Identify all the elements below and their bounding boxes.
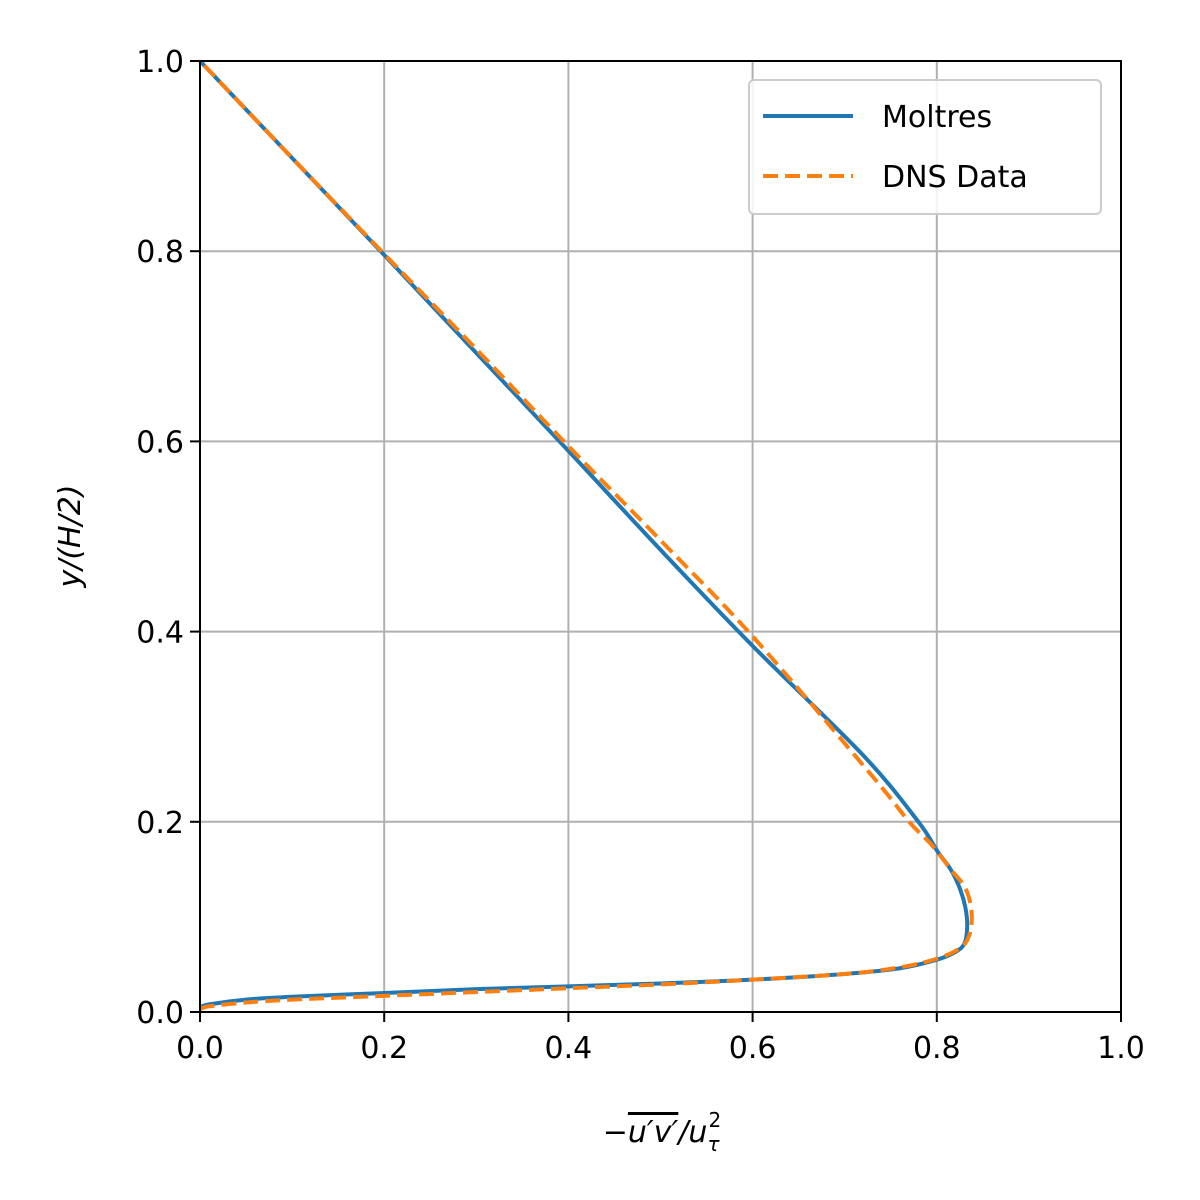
x-tick-label: 0.2 [360,1031,408,1066]
x-tick-label: 0.0 [176,1031,224,1066]
x-label-prefix: − [603,1115,628,1150]
x-label-overlined: u′v′ [628,1115,679,1150]
x-label-superscript: 2 [708,1108,721,1132]
y-tick-label: 0.8 [136,235,184,270]
x-tick-label: 0.6 [729,1031,777,1066]
x-axis-label: −u′v′/uτ2 [603,1108,721,1156]
x-tick-label: 0.8 [913,1031,961,1066]
y-tick-label: 1.0 [136,45,184,80]
x-label-subscript: τ [707,1132,720,1156]
legend-box [748,79,1102,215]
axis-ticks: 0.0 0.2 0.4 0.6 0.8 1.0 0.0 0.2 0.4 0.6 0.8 1.0 [136,45,1145,1066]
legend-label-moltres: Moltres [882,100,992,135]
x-label-slash: / [675,1115,691,1150]
x-label-base: u [688,1115,707,1150]
grid-lines [199,60,1122,1013]
y-tick-label: 0.0 [136,996,184,1031]
x-tick-label: 0.4 [545,1031,593,1066]
series-line-dns-data [198,59,974,1012]
plot-frame [199,60,1122,1013]
legend: Moltres DNS Data [748,79,1102,215]
x-tick-label: 1.0 [1097,1031,1145,1066]
series-layer [198,59,974,1012]
y-tick-label: 0.4 [136,616,184,651]
y-axis-label: y/(H/2) [53,484,88,588]
y-tick-label: 0.6 [136,425,184,460]
legend-label-dns-data: DNS Data [882,160,1028,195]
y-tick-label: 0.2 [136,806,184,841]
series-line-moltres [198,59,970,1010]
